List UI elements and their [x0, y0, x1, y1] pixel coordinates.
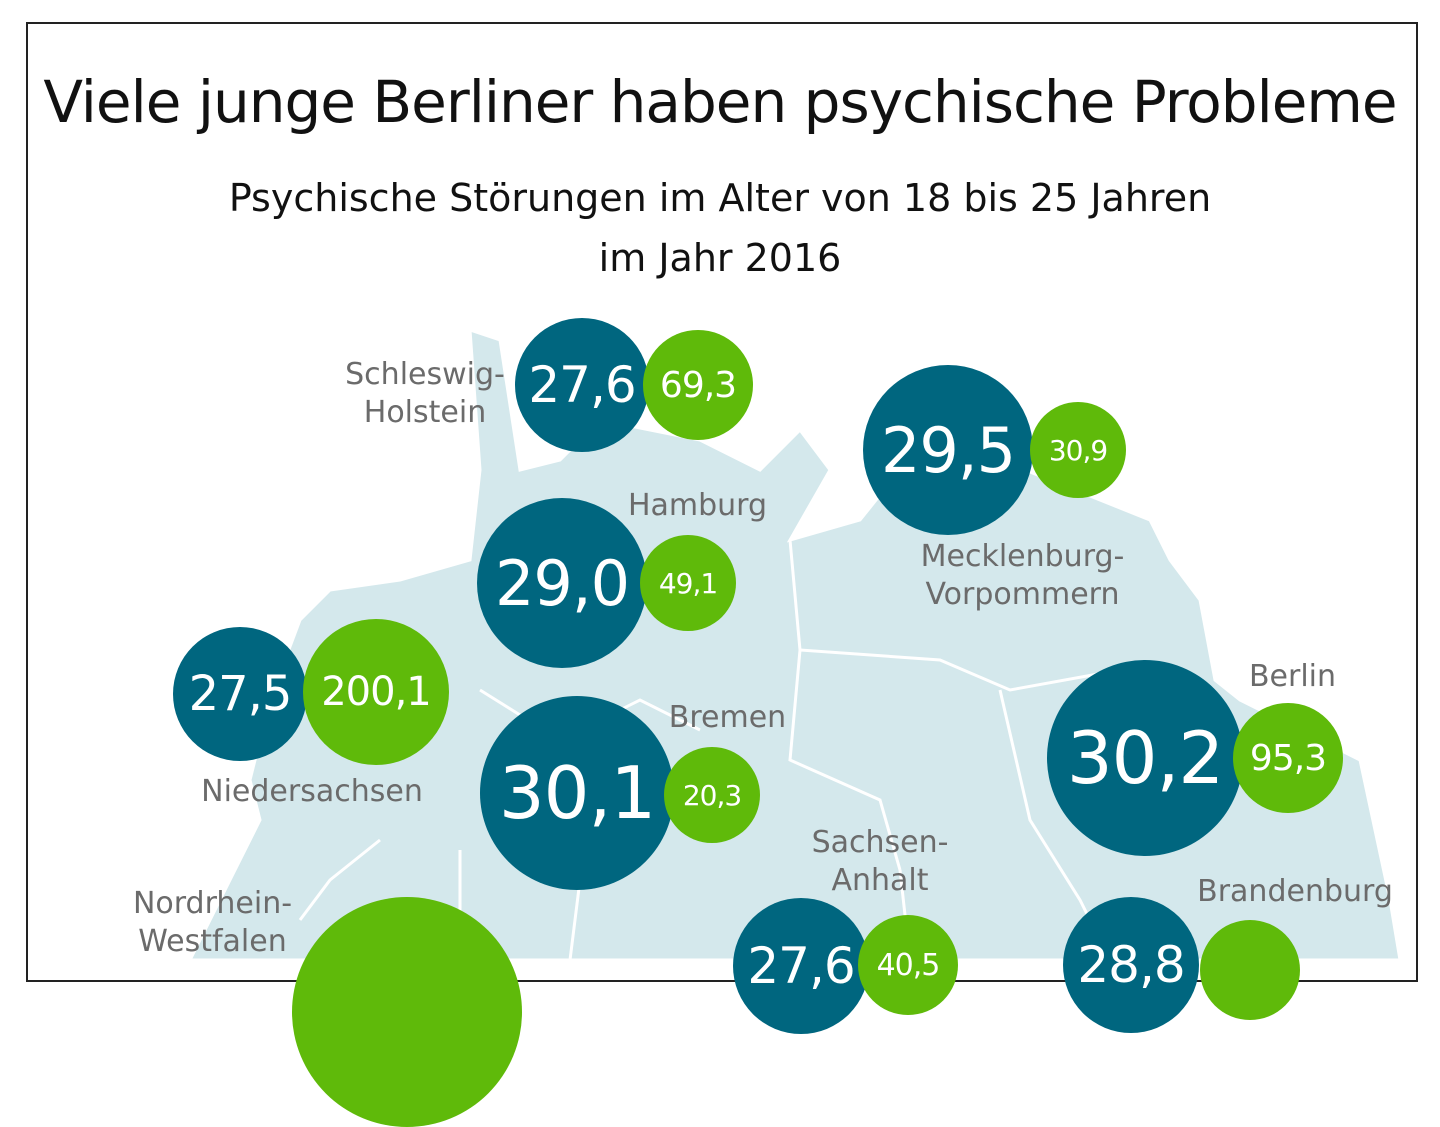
bubble-dark-brandenburg: 28,8	[1063, 897, 1199, 1033]
bubble-dark-schleswig-holstein: 27,6	[515, 318, 649, 452]
label-berlin: Berlin	[1248, 659, 1337, 694]
bubble-green-schleswig-holstein: 69,3	[643, 330, 753, 440]
bubble-dark-mecklenburg-vorpommern: 29,5	[863, 365, 1033, 535]
label-brandenburg: Brandenburg	[1197, 874, 1393, 909]
bubble-green-berlin: 95,3	[1233, 703, 1343, 813]
label-hamburg: Hamburg	[627, 488, 768, 523]
label-mecklenburg-vorpommern: Mecklenburg- Vorpommern	[920, 539, 1125, 612]
label-schleswig-holstein: Schleswig- Holstein	[345, 357, 505, 430]
bubble-green-niedersachsen: 200,1	[303, 619, 449, 765]
bubble-dark-bremen: 30,1	[480, 696, 674, 890]
bubble-green-nordrhein-westfalen	[292, 897, 522, 1127]
bubble-green-mecklenburg-vorpommern: 30,9	[1030, 402, 1126, 498]
bubble-dark-hamburg: 29,0	[477, 498, 647, 668]
page-title: Viele junge Berliner haben psychische Pr…	[43, 68, 1397, 136]
bubble-green-sachsen-anhalt: 40,5	[858, 915, 958, 1015]
label-nordrhein-westfalen: Nordrhein- Westfalen	[132, 886, 293, 959]
bubble-green-hamburg: 49,1	[640, 535, 736, 631]
bubble-green-bremen: 20,3	[664, 747, 760, 843]
subtitle-line-2: im Jahr 2016	[598, 236, 842, 280]
bubble-dark-sachsen-anhalt: 27,6	[733, 898, 869, 1034]
subtitle-line-1: Psychische Störungen im Alter von 18 bis…	[228, 176, 1212, 220]
label-niedersachsen: Niedersachsen	[201, 774, 423, 809]
bubble-dark-niedersachsen: 27,5	[173, 627, 307, 761]
bubble-green-brandenburg	[1200, 920, 1300, 1020]
bubble-dark-berlin: 30,2	[1047, 660, 1243, 856]
label-bremen: Bremen	[668, 700, 787, 735]
label-sachsen-anhalt: Sachsen- Anhalt	[811, 825, 949, 898]
